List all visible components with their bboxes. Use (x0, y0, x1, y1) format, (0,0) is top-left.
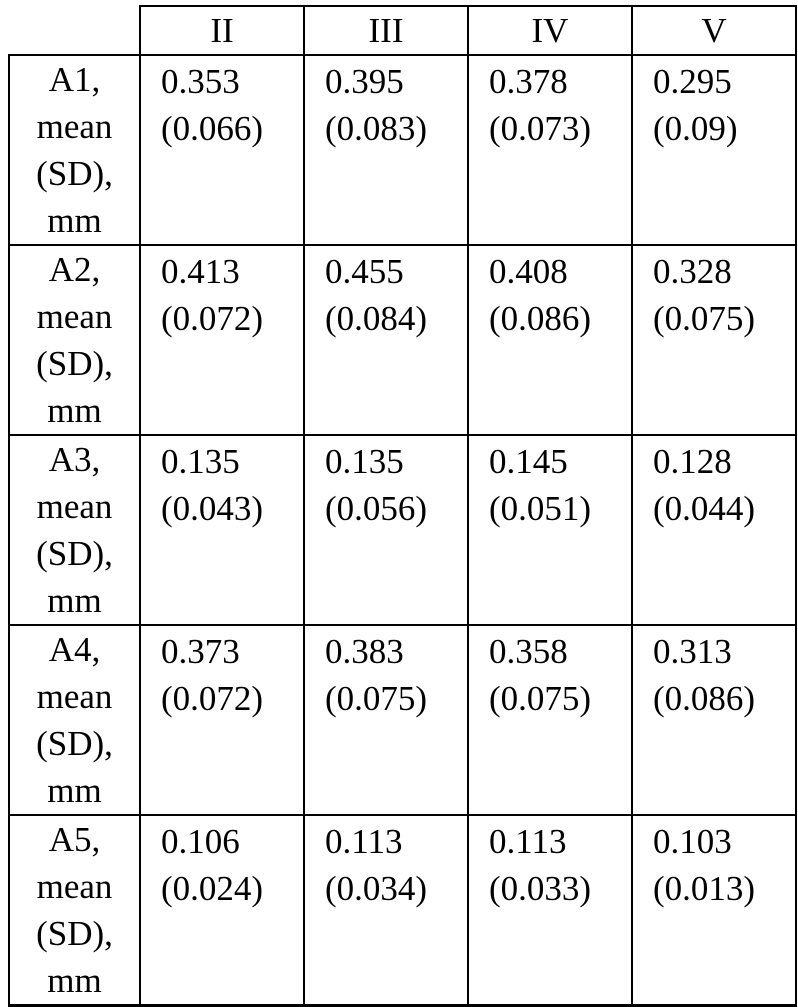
sd-value: (0.066) (161, 109, 264, 148)
sd-value: (0.083) (325, 109, 428, 148)
value-cell: 0.408 (0.086) (467, 244, 633, 436)
value-cell: 0.358 (0.075) (467, 624, 633, 816)
value-cell: 0.455 (0.084) (303, 244, 469, 436)
sd-value: (0.086) (653, 679, 756, 718)
value-cell: 0.128 (0.044) (631, 434, 797, 626)
value-cell: 0.135 (0.056) (303, 434, 469, 626)
mean-value: 0.455 (325, 252, 404, 291)
sd-value: (0.086) (489, 299, 592, 338)
column-header: II (139, 5, 305, 56)
column-header: IV (467, 5, 633, 56)
row-label: A5, mean (SD), mm (36, 820, 113, 1000)
sd-value: (0.024) (161, 869, 264, 908)
value-cell: 0.113 (0.033) (467, 814, 633, 1007)
mean-value: 0.113 (489, 822, 567, 861)
mean-value: 0.145 (489, 442, 568, 481)
table-row: A5, mean (SD), mm 0.106 (0.024) 0.113 (0.034… (8, 814, 797, 1007)
table-row: A2, mean (SD), mm 0.413 (0.072) 0.455 (0.084… (8, 244, 797, 436)
value-cell: 0.328 (0.075) (631, 244, 797, 436)
mean-value: 0.313 (653, 632, 732, 671)
value-cell: 0.413 (0.072) (139, 244, 305, 436)
mean-value: 0.408 (489, 252, 568, 291)
table-row: A3, mean (SD), mm 0.135 (0.043) 0.135 (0.056… (8, 434, 797, 626)
table-row: A1, mean (SD), mm 0.353 (0.066) 0.395 (0.083… (8, 54, 797, 246)
row-label-cell: A4, mean (SD), mm (8, 624, 141, 816)
mean-value: 0.128 (653, 442, 732, 481)
value-cell: 0.113 (0.034) (303, 814, 469, 1007)
value-cell: 0.383 (0.075) (303, 624, 469, 816)
sd-value: (0.072) (161, 299, 264, 338)
value-cell: 0.313 (0.086) (631, 624, 797, 816)
sd-value: (0.056) (325, 489, 428, 528)
sd-value: (0.09) (653, 109, 738, 148)
row-label-cell: A1, mean (SD), mm (8, 54, 141, 246)
mean-value: 0.353 (161, 62, 240, 101)
row-label: A3, mean (SD), mm (36, 440, 113, 620)
sd-value: (0.051) (489, 489, 592, 528)
sd-value: (0.043) (161, 489, 264, 528)
mean-value: 0.113 (325, 822, 403, 861)
data-table: II III IV V A1, mean (SD), mm 0.353 (0.066) 0.… (8, 5, 797, 1007)
mean-value: 0.295 (653, 62, 732, 101)
value-cell: 0.395 (0.083) (303, 54, 469, 246)
sd-value: (0.033) (489, 869, 592, 908)
column-header: III (303, 5, 469, 56)
sd-value: (0.073) (489, 109, 592, 148)
column-header: V (631, 5, 797, 56)
value-cell: 0.135 (0.043) (139, 434, 305, 626)
value-cell: 0.378 (0.073) (467, 54, 633, 246)
row-label-cell: A3, mean (SD), mm (8, 434, 141, 626)
table-row: A4, mean (SD), mm 0.373 (0.072) 0.383 (0.075… (8, 624, 797, 816)
row-label: A4, mean (SD), mm (36, 630, 113, 810)
row-label-cell: A5, mean (SD), mm (8, 814, 141, 1007)
mean-value: 0.135 (325, 442, 404, 481)
sd-value: (0.075) (489, 679, 592, 718)
row-label-cell: A2, mean (SD), mm (8, 244, 141, 436)
row-label: A1, mean (SD), mm (36, 60, 113, 240)
sd-value: (0.075) (653, 299, 756, 338)
mean-value: 0.358 (489, 632, 568, 671)
mean-value: 0.383 (325, 632, 404, 671)
mean-value: 0.103 (653, 822, 732, 861)
sd-value: (0.034) (325, 869, 428, 908)
mean-value: 0.106 (161, 822, 240, 861)
sd-value: (0.072) (161, 679, 264, 718)
sd-value: (0.075) (325, 679, 428, 718)
value-cell: 0.106 (0.024) (139, 814, 305, 1007)
header-row: II III IV V (9, 5, 797, 56)
sd-value: (0.013) (653, 869, 756, 908)
mean-value: 0.413 (161, 252, 240, 291)
value-cell: 0.295 (0.09) (631, 54, 797, 246)
mean-value: 0.135 (161, 442, 240, 481)
mean-value: 0.373 (161, 632, 240, 671)
sd-value: (0.084) (325, 299, 428, 338)
value-cell: 0.145 (0.051) (467, 434, 633, 626)
sd-value: (0.044) (653, 489, 756, 528)
value-cell: 0.373 (0.072) (139, 624, 305, 816)
mean-value: 0.378 (489, 62, 568, 101)
mean-value: 0.328 (653, 252, 732, 291)
row-label: A2, mean (SD), mm (36, 250, 113, 430)
value-cell: 0.103 (0.013) (631, 814, 797, 1007)
value-cell: 0.353 (0.066) (139, 54, 305, 246)
corner-cell (9, 6, 141, 56)
mean-value: 0.395 (325, 62, 404, 101)
